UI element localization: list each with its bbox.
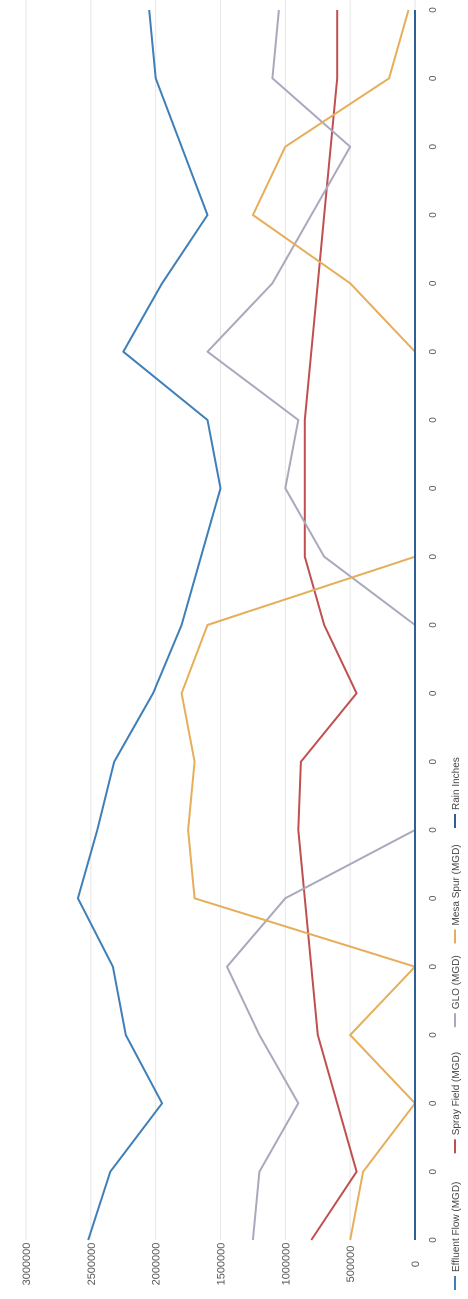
x-category-label: 0: [428, 827, 439, 833]
y-tick-label: 3000000: [21, 1243, 33, 1286]
x-axis-labels: 0 0 0 0 0 0 0 0 0 0 0 0 0 0 0 0 0 0 0: [428, 7, 439, 1243]
x-category-label: 0: [428, 212, 439, 218]
y-axis-ticks: 0 500000 1000000 1500000 2000000 2500000 30000…: [21, 1243, 422, 1286]
x-category-label: 0: [428, 1237, 439, 1243]
x-category-label: 0: [428, 485, 439, 491]
legend: Effluent Flow (MGD) Spray Field (MGD) GLO …: [451, 757, 462, 1290]
x-category-label: 0: [428, 1100, 439, 1106]
y-tick-label: 2000000: [151, 1243, 163, 1286]
y-tick-label: 0: [410, 1261, 422, 1267]
series-line-effluent-flow-mgd: [76, 9, 222, 1241]
y-tick-label: 2500000: [86, 1243, 98, 1286]
x-category-label: 0: [428, 1168, 439, 1174]
x-category-label: 0: [428, 758, 439, 764]
series-line-mesa-spur-mgd: [180, 9, 416, 1241]
x-category-label: 0: [428, 348, 439, 354]
gridlines: [25, 0, 416, 1240]
x-category-label: 0: [428, 280, 439, 286]
y-tick-label: 1500000: [216, 1243, 228, 1286]
x-category-label: 0: [428, 1032, 439, 1038]
x-category-label: 0: [428, 622, 439, 628]
y-tick-label: 500000: [345, 1246, 357, 1283]
x-category-label: 0: [428, 417, 439, 423]
series-line-glo-mgd: [206, 9, 416, 1241]
legend-label: Spray Field (MGD): [451, 1052, 462, 1135]
legend-label: Effluent Flow (MGD): [451, 1182, 462, 1272]
x-category-label: 0: [428, 75, 439, 81]
legend-label: Rain Inches: [451, 757, 462, 810]
x-category-label: 0: [428, 963, 439, 969]
series-line-spray-field-mgd: [297, 10, 358, 1241]
legend-label: Mesa Spur (MGD): [451, 844, 462, 925]
legend-label: GLO (MGD): [451, 955, 462, 1009]
x-category-label: 0: [428, 553, 439, 559]
y-tick-label: 1000000: [280, 1243, 292, 1286]
x-category-label: 0: [428, 895, 439, 901]
x-category-label: 0: [428, 143, 439, 149]
x-category-label: 0: [428, 690, 439, 696]
series-lines: [76, 9, 416, 1241]
x-category-label: 0: [428, 7, 439, 13]
